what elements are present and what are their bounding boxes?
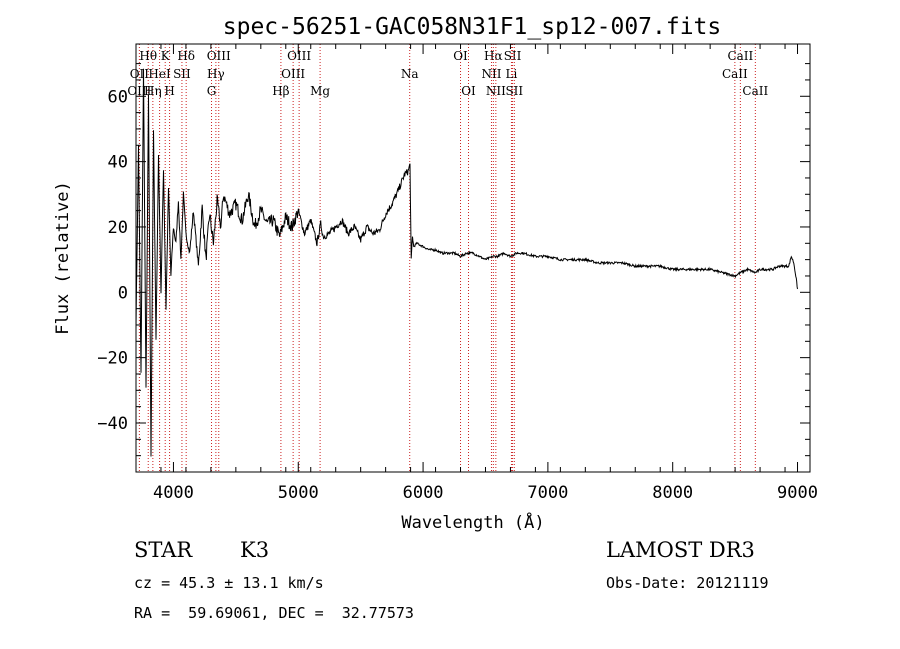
line-marker-label: OIII	[281, 67, 305, 81]
y-tick-label: 20	[108, 218, 128, 238]
line-marker-label: Hγ	[207, 67, 225, 81]
series-layer	[135, 68, 798, 457]
spectrum-line	[135, 68, 798, 457]
line-marker-label: CaII	[742, 84, 768, 98]
x-axis-label: Wavelength (Å)	[401, 511, 544, 533]
line-marker-label: Na	[401, 67, 419, 81]
survey-label: LAMOST DR3	[606, 538, 755, 562]
chart-title: spec-56251-GAC058N31F1_sp12-007.fits	[223, 14, 722, 40]
x-tick-label: 5000	[278, 483, 319, 503]
y-tick-label: 60	[108, 87, 128, 107]
axes: 4000 5000 6000 7000 8000 9000 −40 −20 0 20 40 60	[97, 44, 818, 503]
y-tick-label: −20	[97, 349, 128, 369]
x-tick-label: 9000	[777, 483, 818, 503]
line-marker-label: OI	[453, 49, 468, 63]
line-marker-label: NII	[481, 67, 501, 81]
line-marker-label: Mg	[310, 84, 330, 98]
line-marker-label: OIII	[207, 49, 231, 63]
line-marker-label: Li	[506, 67, 518, 81]
x-tick-label: 7000	[527, 483, 568, 503]
plot-frame	[135, 43, 811, 473]
line-marker-label: SII	[173, 67, 191, 81]
line-marker-label: OIII	[287, 49, 311, 63]
line-marker-label: Hθ	[139, 49, 157, 63]
y-tick-label: −40	[97, 414, 128, 434]
y-tick-label: 40	[108, 153, 128, 173]
line-marker-label: OI	[461, 84, 476, 98]
line-marker-label: Hδ	[177, 49, 195, 63]
line-marker-label: CaII	[722, 67, 748, 81]
line-marker-label: H	[164, 84, 174, 98]
redshift-readout: cz = 45.3 ± 13.1 km/s	[134, 574, 324, 592]
x-tick-label: 6000	[403, 483, 444, 503]
line-marker-label: NII	[486, 84, 506, 98]
x-tick-label: 4000	[153, 483, 194, 503]
line-marker-label: CaII	[727, 49, 753, 63]
spectral-line-markers: Hθ OII OIII K HeI Hη Hδ SII H OIII Hγ G OIII OIII Hβ Mg…	[127, 44, 768, 472]
x-tick-label: 8000	[652, 483, 693, 503]
line-marker-label: OIII	[127, 84, 151, 98]
line-marker-label: OII	[130, 67, 150, 81]
line-marker-label: G	[207, 84, 217, 98]
line-marker-label: Hβ	[272, 84, 289, 98]
y-axis-label: Flux (relative)	[53, 181, 73, 335]
line-marker-label: HeI	[148, 67, 171, 81]
line-marker-label: K	[161, 49, 171, 63]
y-tick-label: 0	[118, 283, 128, 303]
line-marker-label: Hη	[144, 84, 162, 98]
coordinates: RA = 59.69061, DEC = 32.77573	[134, 604, 414, 622]
line-marker-label: SII	[505, 84, 523, 98]
object-subclass: K3	[240, 538, 270, 562]
line-marker-label: Hα	[484, 49, 503, 63]
obs-date: Obs-Date: 20121119	[606, 574, 769, 592]
line-marker-label: SII	[504, 49, 522, 63]
object-class: STAR	[134, 538, 193, 562]
